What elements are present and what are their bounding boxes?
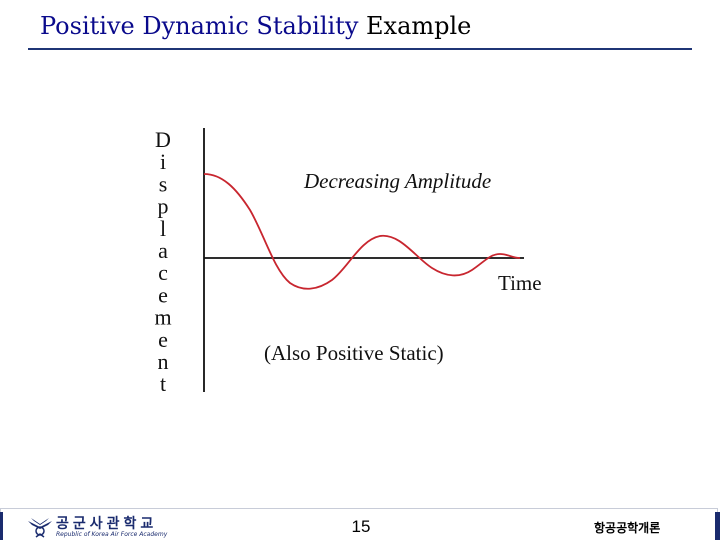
- slide-title: Positive Dynamic Stability Example: [40, 12, 471, 40]
- footer-right-bar: [715, 512, 720, 540]
- displacement-label-letter: e: [158, 282, 168, 307]
- displacement-label-letter: c: [158, 260, 168, 285]
- displacement-label-letter: D: [155, 127, 171, 152]
- curve-label: Decreasing Amplitude: [303, 169, 491, 193]
- slide-title-rest: Example: [358, 12, 472, 40]
- academy-emblem-icon: [28, 518, 52, 538]
- footer-left-bar: [0, 512, 3, 540]
- course-name: 항공공학개론: [594, 521, 661, 535]
- academy-name: 공군사관학교: [56, 516, 158, 532]
- damped-oscillation-curve: [203, 173, 521, 290]
- footer-frame: [0, 508, 718, 540]
- displacement-label-letter: i: [160, 149, 166, 174]
- slide-title-accent: Positive Dynamic Stability: [40, 12, 359, 40]
- academy-logo: 공군사관학교 Republic of Korea Air Force Acade…: [26, 512, 176, 540]
- displacement-label-letter: t: [160, 371, 166, 396]
- time-axis-label: Time: [498, 271, 542, 295]
- displacement-label-letter: e: [158, 327, 168, 352]
- static-stability-note: (Also Positive Static): [264, 341, 444, 365]
- displacement-label-letter: s: [159, 171, 168, 196]
- displacement-label-letter: a: [158, 238, 168, 263]
- displacement-label-letter: n: [158, 349, 169, 374]
- academy-subtitle: Republic of Korea Air Force Academy: [56, 531, 168, 538]
- displacement-label-letter: l: [160, 216, 166, 241]
- page-number: 15: [351, 517, 371, 536]
- displacement-label-letter: p: [158, 194, 169, 219]
- displacement-label-letter: m: [154, 305, 171, 330]
- title-underline: [28, 48, 692, 50]
